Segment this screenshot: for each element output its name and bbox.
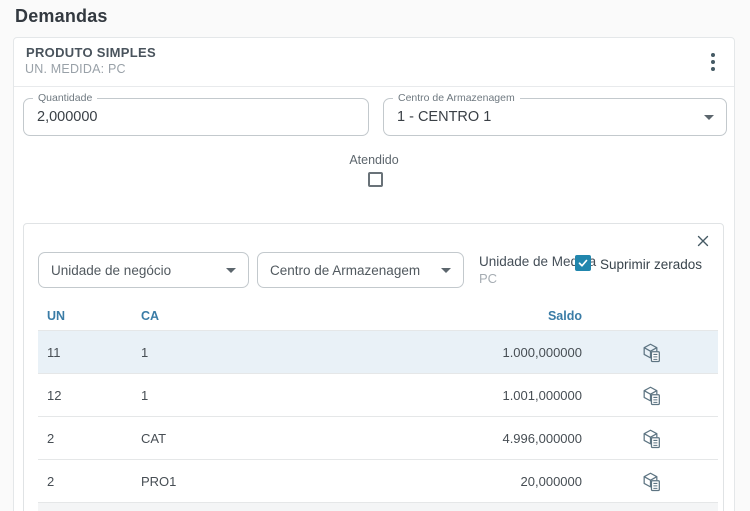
- table-row[interactable]: 12 1 1.001,000000: [38, 374, 718, 417]
- product-unit-subtitle: UN. MEDIDA: PC: [25, 62, 126, 76]
- attended-label: Atendido: [349, 153, 399, 167]
- cell-un: 2: [47, 473, 55, 489]
- suppress-zeros-label: Suprimir zerados: [600, 257, 703, 272]
- warehouse-label: Centro de Armazenagem: [393, 92, 520, 104]
- cell-un: 2: [47, 430, 55, 446]
- cube-details-icon[interactable]: [637, 468, 663, 494]
- table-row[interactable]: 11 1 1.000,000000: [38, 331, 718, 374]
- warehouse-select[interactable]: Centro de Armazenagem 1 - CENTRO 1: [383, 92, 727, 136]
- suppress-zeros-checkbox[interactable]: [575, 255, 591, 271]
- quantity-input[interactable]: [37, 99, 341, 135]
- warehouse-selected-value: 1 - CENTRO 1: [397, 109, 492, 125]
- chevron-down-icon: [226, 268, 236, 273]
- cell-saldo: 20,000000: [520, 473, 582, 489]
- quantity-field[interactable]: Quantidade: [23, 92, 369, 136]
- check-icon: [578, 259, 588, 267]
- balance-panel: Unidade de negócio Centro de Armazenagem…: [23, 223, 724, 511]
- table-footer-strip: [38, 503, 718, 511]
- cell-ca: PRO1: [141, 473, 177, 489]
- cube-details-icon[interactable]: [637, 382, 663, 408]
- header-divider: [14, 86, 734, 87]
- page-title: Demandas: [15, 6, 108, 26]
- chevron-down-icon: [704, 115, 714, 120]
- cell-saldo: 1.000,000000: [502, 344, 582, 360]
- warehouse-filter-placeholder: Centro de Armazenagem: [270, 262, 421, 278]
- unit-of-measure-label: Unidade de Medida: [479, 254, 597, 269]
- cell-ca: 1: [141, 344, 149, 360]
- cell-saldo: 1.001,000000: [502, 387, 582, 403]
- cell-ca: 1: [141, 387, 149, 403]
- chevron-down-icon: [441, 268, 451, 273]
- attended-checkbox[interactable]: [368, 172, 383, 187]
- column-header-ca: CA: [141, 309, 160, 323]
- cube-details-icon[interactable]: [637, 425, 663, 451]
- column-header-saldo: Saldo: [547, 309, 582, 323]
- cell-saldo: 4.996,000000: [502, 430, 582, 446]
- business-unit-dropdown[interactable]: Unidade de negócio: [38, 252, 249, 288]
- close-icon[interactable]: [693, 231, 713, 251]
- balance-table: UN CA Saldo 11 1 1.000,000000: [38, 302, 718, 511]
- table-row[interactable]: 2 CAT 4.996,000000: [38, 417, 718, 460]
- column-header-un: UN: [47, 309, 66, 323]
- cell-un: 11: [47, 344, 61, 360]
- cube-details-icon[interactable]: [637, 339, 663, 365]
- product-title: PRODUTO SIMPLES: [26, 45, 156, 60]
- business-unit-placeholder: Unidade de negócio: [51, 262, 172, 278]
- cell-ca: CAT: [141, 430, 167, 446]
- unit-of-measure-value: PC: [479, 271, 498, 286]
- more-vert-icon[interactable]: [700, 49, 726, 75]
- table-header-row: UN CA Saldo: [38, 302, 718, 331]
- warehouse-filter-dropdown[interactable]: Centro de Armazenagem: [257, 252, 464, 288]
- table-row[interactable]: 2 PRO1 20,000000: [38, 460, 718, 503]
- cell-un: 12: [47, 387, 62, 403]
- demand-card: PRODUTO SIMPLES UN. MEDIDA: PC Quantidad…: [13, 37, 735, 511]
